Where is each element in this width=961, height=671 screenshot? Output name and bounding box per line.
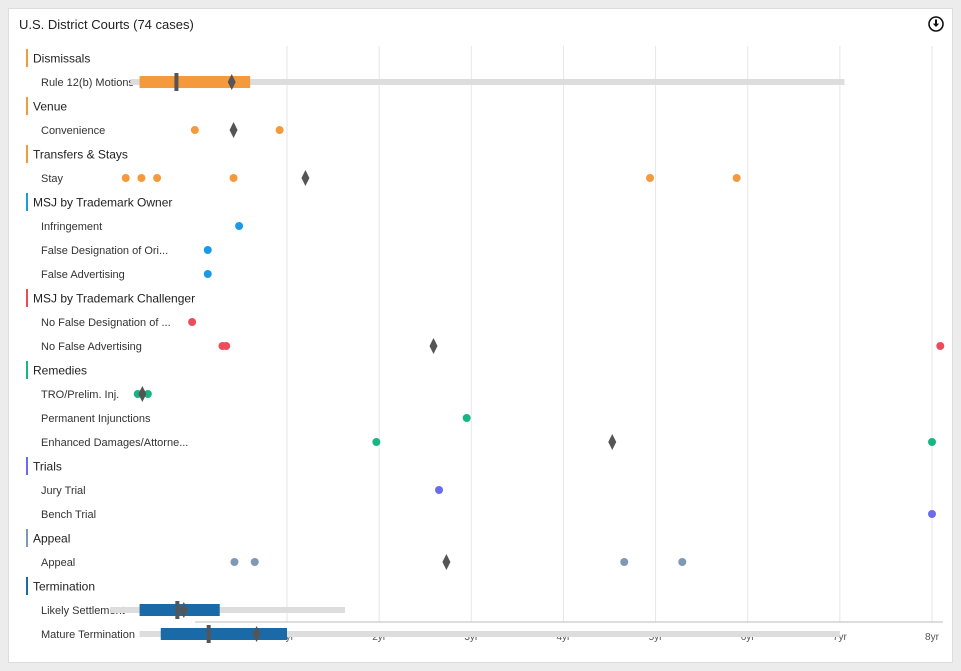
data-point <box>230 558 239 566</box>
median-tick <box>175 601 180 619</box>
group-color-bar <box>26 97 28 115</box>
row-label: No False Advertising <box>41 341 142 353</box>
row-label: Likely Settlement <box>41 605 125 617</box>
group-color-bar <box>26 577 28 595</box>
iqr-box <box>139 604 220 616</box>
x-tick-label: 8yr <box>925 632 940 643</box>
row-label: Bench Trial <box>41 509 96 521</box>
group-label: MSJ by Trademark Challenger <box>33 292 195 306</box>
mean-diamond-marker <box>608 434 617 450</box>
x-tick-label: 5yr <box>649 632 664 643</box>
mean-diamond-marker <box>301 170 310 186</box>
data-point <box>732 174 741 182</box>
group-label: Appeal <box>33 532 70 546</box>
row-label: False Designation of Ori... <box>41 245 168 257</box>
group-color-bar <box>26 457 28 475</box>
row-label: False Advertising <box>41 269 125 281</box>
mean-diamond-marker <box>229 122 238 138</box>
x-tick-label: 1yr <box>280 632 295 643</box>
row-label: TRO/Prelim. Inj. <box>41 389 119 401</box>
group-label: Trials <box>33 460 62 474</box>
data-point <box>203 270 212 278</box>
row-label: Mature Termination <box>41 629 135 641</box>
row-label: Infringement <box>41 221 102 233</box>
data-point <box>928 510 936 518</box>
group-color-bar <box>26 193 28 211</box>
row-label: Jury Trial <box>41 485 86 497</box>
group-label: Transfers & Stays <box>33 148 128 162</box>
chart-panel: U.S. District Courts (74 cases) <box>8 8 953 663</box>
group-label: Dismissals <box>33 52 90 66</box>
row-label: Permanent Injunctions <box>41 413 151 425</box>
row-label: Stay <box>41 173 64 185</box>
iqr-box <box>160 628 287 640</box>
median-tick <box>206 625 211 643</box>
data-point <box>678 558 687 566</box>
iqr-box <box>139 76 251 88</box>
x-tick-label: 4yr <box>556 632 571 643</box>
data-point <box>372 438 381 446</box>
x-tick-label: 6yr <box>741 632 756 643</box>
data-point <box>235 222 244 230</box>
x-tick-label: 7yr <box>833 632 848 643</box>
group-label: MSJ by Trademark Owner <box>33 196 172 210</box>
median-tick <box>174 73 179 91</box>
data-point <box>121 174 130 182</box>
group-color-bar <box>26 361 28 379</box>
data-point <box>620 558 629 566</box>
range-bar <box>130 79 845 85</box>
data-point <box>936 342 945 350</box>
range-bar <box>110 607 346 613</box>
data-point <box>928 438 936 446</box>
data-point <box>222 342 231 350</box>
mean-diamond-marker <box>429 338 438 354</box>
group-color-bar <box>26 289 28 307</box>
data-point <box>203 246 212 254</box>
data-point <box>250 558 259 566</box>
range-bar <box>139 631 840 637</box>
mean-diamond-marker <box>442 554 451 570</box>
data-point <box>275 126 284 134</box>
data-point <box>190 126 199 134</box>
group-color-bar <box>26 529 28 547</box>
row-label: Rule 12(b) Motions <box>41 77 134 89</box>
group-label: Venue <box>33 100 67 114</box>
x-tick-label: 3yr <box>464 632 479 643</box>
mean-diamond-marker <box>252 626 261 642</box>
data-point <box>137 174 146 182</box>
data-point <box>143 390 152 398</box>
data-point <box>153 174 162 182</box>
data-point <box>462 414 471 422</box>
mean-diamond-marker <box>227 74 236 90</box>
data-point <box>435 486 444 494</box>
row-label: Convenience <box>41 125 105 137</box>
group-color-bar <box>26 145 28 163</box>
row-label: No False Designation of ... <box>41 317 171 329</box>
mean-diamond-marker <box>179 602 188 618</box>
row-label: Appeal <box>41 557 75 569</box>
download-icon[interactable] <box>928 16 944 32</box>
x-tick-label: 2yr <box>372 632 387 643</box>
data-point <box>229 174 238 182</box>
panel-title: U.S. District Courts (74 cases) <box>19 17 194 32</box>
data-point <box>188 318 197 326</box>
group-label: Termination <box>33 580 95 594</box>
data-point <box>646 174 655 182</box>
group-label: Remedies <box>33 364 87 378</box>
group-color-bar <box>26 49 28 67</box>
mean-diamond-marker <box>138 386 147 402</box>
row-label: Enhanced Damages/Attorne... <box>41 437 188 449</box>
